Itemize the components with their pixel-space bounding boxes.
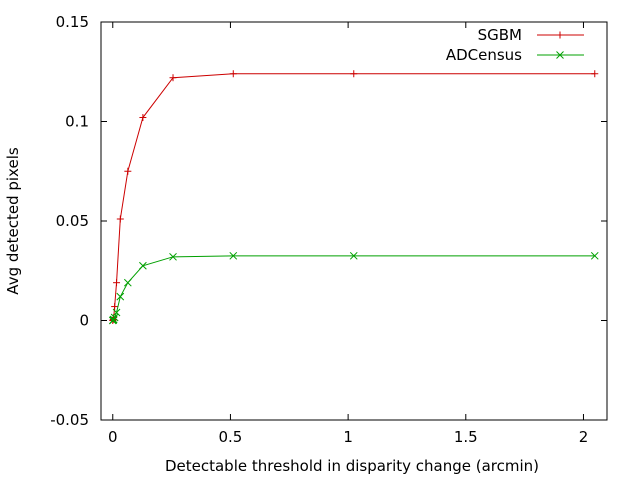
legend-item-sgbm: SGBM xyxy=(478,26,584,44)
data-point-sgbm xyxy=(113,279,121,287)
legend-label: SGBM xyxy=(478,26,522,44)
series-adcensus xyxy=(108,251,599,325)
data-point-adcensus xyxy=(109,315,118,324)
data-point-adcensus xyxy=(112,308,121,317)
data-point-sgbm xyxy=(116,215,124,223)
axis-ticks xyxy=(101,21,607,421)
x-tick-label: 0.5 xyxy=(219,428,243,446)
data-point-adcensus xyxy=(139,261,147,270)
y-tick-label: 0.15 xyxy=(56,13,89,31)
series-line-sgbm xyxy=(112,73,595,321)
plot-frame xyxy=(100,21,608,421)
series-line-adcensus xyxy=(112,255,595,321)
y-tick-label: 0.1 xyxy=(65,113,89,131)
y-axis-label: Avg detected pixels xyxy=(4,147,22,295)
x-tick-label: 2 xyxy=(579,428,589,446)
data-point-sgbm xyxy=(169,74,177,82)
legend-label: ADCensus xyxy=(446,46,522,64)
legend: SGBM ADCensus xyxy=(446,26,584,64)
y-tick-label: -0.05 xyxy=(50,411,89,429)
y-tick-label: 0 xyxy=(79,312,89,330)
series-layer xyxy=(108,70,599,325)
data-point-adcensus xyxy=(123,278,132,287)
data-point-sgbm xyxy=(111,303,119,311)
legend-marker xyxy=(556,51,564,59)
data-point-adcensus xyxy=(349,251,358,260)
data-point-adcensus xyxy=(590,251,599,260)
data-point-adcensus xyxy=(229,251,238,260)
x-tick-label: 0 xyxy=(108,428,118,446)
data-point-adcensus xyxy=(116,292,125,301)
axis-tick-labels: 0 0.5 1 1.5 2 -0.05 0 0.05 0.1 0.15 xyxy=(50,13,588,446)
data-point-sgbm xyxy=(139,114,147,122)
x-axis-label: Detectable threshold in disparity change… xyxy=(165,457,539,475)
x-tick-label: 1.5 xyxy=(454,428,478,446)
data-point-sgbm xyxy=(591,70,599,78)
data-point-adcensus xyxy=(110,313,119,322)
series-sgbm xyxy=(109,70,599,324)
legend-marker xyxy=(556,31,564,39)
x-tick-label: 1 xyxy=(343,428,353,446)
data-point-sgbm xyxy=(229,70,237,78)
data-point-sgbm xyxy=(124,167,132,175)
data-point-sgbm xyxy=(350,70,358,78)
legend-item-adcensus: ADCensus xyxy=(446,46,584,64)
data-point-adcensus xyxy=(169,252,177,261)
y-tick-label: 0.05 xyxy=(56,212,89,230)
